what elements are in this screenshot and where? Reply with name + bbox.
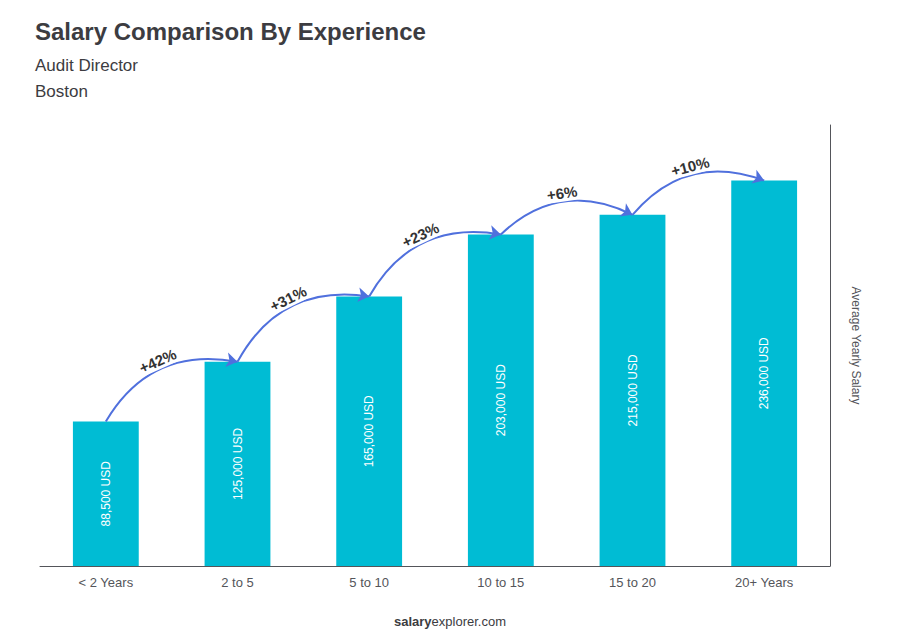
svg-text:215,000 USD: 215,000 USD: [626, 354, 640, 426]
svg-text:+31%: +31%: [267, 282, 309, 314]
svg-text:+6%: +6%: [546, 183, 579, 204]
svg-text:203,000 USD: 203,000 USD: [494, 364, 508, 436]
svg-text:+23%: +23%: [399, 219, 441, 251]
svg-text:5 to 10: 5 to 10: [349, 575, 389, 590]
svg-text:< 2 Years: < 2 Years: [79, 575, 134, 590]
svg-text:15 to 20: 15 to 20: [609, 575, 656, 590]
svg-text:explorer.com: explorer.com: [432, 614, 506, 629]
svg-text:2 to 5: 2 to 5: [221, 575, 254, 590]
svg-text:Average Yearly Salary: Average Yearly Salary: [849, 287, 863, 405]
svg-text:Boston: Boston: [35, 82, 88, 101]
svg-text:20+ Years: 20+ Years: [735, 575, 794, 590]
svg-text:236,000 USD: 236,000 USD: [757, 337, 771, 409]
svg-text:125,000 USD: 125,000 USD: [231, 428, 245, 500]
svg-text:Salary Comparison By Experienc: Salary Comparison By Experience: [35, 18, 426, 45]
svg-text:salary: salary: [394, 614, 432, 629]
svg-text:+42%: +42%: [137, 345, 179, 376]
svg-text:10 to 15: 10 to 15: [477, 575, 524, 590]
svg-text:165,000 USD: 165,000 USD: [362, 395, 376, 467]
svg-text:+10%: +10%: [669, 153, 711, 179]
svg-text:88,500 USD: 88,500 USD: [99, 461, 113, 527]
svg-text:Audit Director: Audit Director: [35, 56, 138, 75]
